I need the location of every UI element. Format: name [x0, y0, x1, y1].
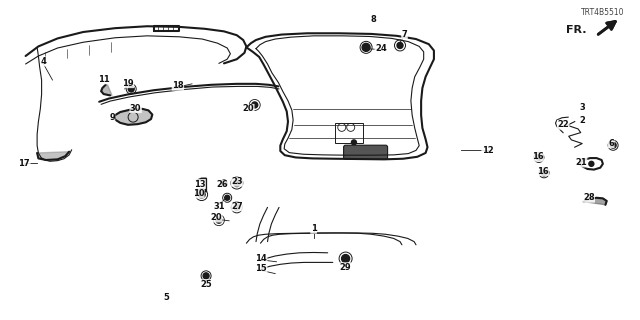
Text: FR.: FR.: [566, 25, 586, 35]
Circle shape: [252, 102, 258, 108]
Text: 13: 13: [194, 180, 205, 188]
Polygon shape: [37, 152, 69, 160]
FancyBboxPatch shape: [344, 145, 388, 159]
Text: 4: 4: [40, 57, 47, 66]
Circle shape: [225, 195, 230, 200]
Circle shape: [216, 217, 222, 223]
Text: 3: 3: [580, 103, 585, 112]
Text: 10: 10: [193, 189, 204, 198]
Text: 2: 2: [579, 116, 586, 124]
Circle shape: [610, 142, 616, 148]
Circle shape: [234, 180, 240, 187]
Polygon shape: [114, 109, 152, 125]
Text: 18: 18: [172, 81, 184, 90]
Text: 6: 6: [608, 139, 614, 148]
Circle shape: [541, 170, 547, 176]
Text: 16: 16: [537, 167, 548, 176]
Text: 15: 15: [255, 264, 267, 273]
Circle shape: [234, 204, 240, 210]
Circle shape: [536, 155, 542, 160]
Circle shape: [342, 255, 349, 262]
Text: 28: 28: [583, 193, 595, 202]
Text: 20: 20: [243, 104, 254, 113]
Text: 9: 9: [109, 113, 115, 122]
Text: 1: 1: [310, 224, 317, 233]
Polygon shape: [584, 198, 607, 205]
Text: TRT4B5510: TRT4B5510: [580, 8, 624, 17]
Text: 8: 8: [371, 15, 376, 24]
Circle shape: [203, 273, 209, 279]
Text: 29: 29: [340, 263, 351, 272]
Text: 23: 23: [231, 177, 243, 186]
Text: 31: 31: [213, 202, 225, 211]
Circle shape: [198, 191, 205, 198]
Text: 17: 17: [19, 159, 30, 168]
Text: 22: 22: [557, 120, 569, 129]
Text: 14: 14: [255, 254, 267, 263]
Circle shape: [221, 180, 227, 186]
Text: 11: 11: [98, 75, 109, 84]
Text: 24: 24: [375, 44, 387, 52]
Text: 19: 19: [122, 79, 134, 88]
Text: 12: 12: [482, 146, 493, 155]
Text: 26: 26: [217, 180, 228, 189]
Bar: [335, 123, 364, 143]
Polygon shape: [101, 85, 112, 95]
Text: 5: 5: [163, 293, 170, 302]
Text: 20: 20: [211, 213, 222, 222]
Circle shape: [362, 44, 370, 52]
Text: 7: 7: [402, 30, 407, 39]
Circle shape: [128, 86, 134, 92]
Circle shape: [397, 43, 403, 48]
Text: 30: 30: [130, 104, 141, 113]
Text: 25: 25: [200, 280, 212, 289]
Text: 16: 16: [532, 152, 543, 161]
Text: 21: 21: [575, 158, 587, 167]
Circle shape: [589, 161, 594, 166]
Circle shape: [351, 140, 356, 145]
Text: 27: 27: [231, 202, 243, 211]
